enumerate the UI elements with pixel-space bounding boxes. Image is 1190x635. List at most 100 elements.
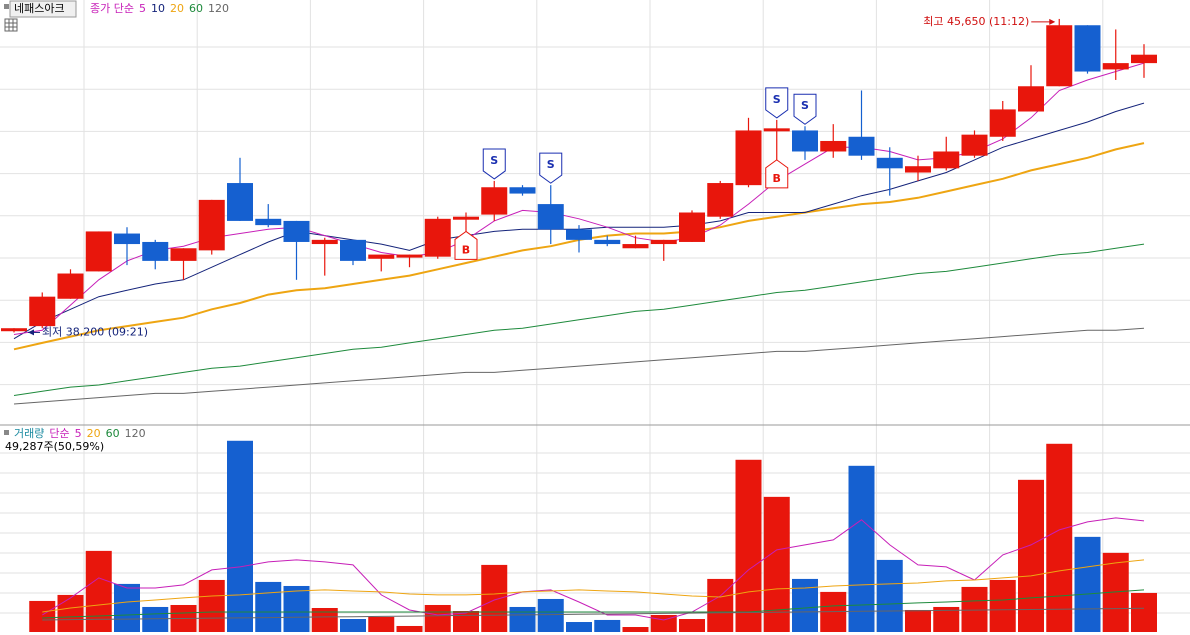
volume-bar bbox=[396, 625, 423, 632]
volume-title: 거래량 bbox=[14, 427, 44, 440]
candle-body bbox=[142, 241, 169, 261]
volume-ma-line bbox=[42, 607, 1145, 621]
volume-bar bbox=[255, 581, 282, 632]
legend-entry: 120 bbox=[125, 427, 146, 440]
annotation: 최고 45,650 (11:12) bbox=[923, 15, 1029, 28]
candle-body bbox=[311, 239, 338, 245]
candle-body bbox=[170, 248, 197, 261]
candle-body bbox=[453, 216, 479, 220]
volume-bar bbox=[707, 578, 734, 632]
buy-signal-label: B bbox=[773, 172, 781, 185]
sell-signal bbox=[765, 87, 789, 119]
candle-body bbox=[198, 199, 225, 251]
volume-bar bbox=[961, 586, 988, 632]
candle-body bbox=[961, 134, 988, 156]
candle-body bbox=[1018, 86, 1044, 112]
candle-body bbox=[1102, 63, 1129, 70]
legend-entry: 20 bbox=[170, 2, 184, 15]
candle-body bbox=[1, 328, 27, 332]
candle-body bbox=[763, 128, 790, 132]
candle-body bbox=[933, 151, 960, 169]
sell-signal-label: S bbox=[547, 158, 555, 171]
candle-body bbox=[227, 183, 253, 221]
candle-body bbox=[29, 296, 56, 327]
sell-signal bbox=[539, 152, 563, 184]
table-icon bbox=[4, 18, 18, 32]
volume-bar bbox=[424, 604, 451, 632]
candle-body bbox=[509, 187, 536, 194]
candle-body bbox=[1046, 25, 1073, 87]
volume-bar bbox=[735, 459, 762, 632]
sell-signal-label: S bbox=[773, 93, 781, 106]
volume-bar bbox=[1018, 479, 1044, 632]
volume-bar bbox=[453, 611, 479, 632]
candle-body bbox=[85, 231, 112, 272]
candle-body bbox=[876, 157, 903, 169]
annotation-arrowhead bbox=[28, 329, 34, 336]
candle-body bbox=[848, 136, 875, 156]
candle-body bbox=[340, 239, 366, 261]
volume-bar bbox=[227, 440, 253, 632]
volume-bar bbox=[481, 564, 508, 632]
candle-body bbox=[650, 239, 677, 245]
volume-bar bbox=[85, 550, 112, 632]
volume-bar bbox=[566, 622, 592, 632]
candle-body bbox=[368, 254, 395, 259]
volume-bar bbox=[1131, 592, 1157, 632]
volume-bar bbox=[876, 559, 903, 632]
volume-bar bbox=[1046, 443, 1073, 632]
candle-body bbox=[622, 244, 649, 249]
volume-ma-line bbox=[42, 589, 1145, 619]
candle-body bbox=[707, 183, 734, 217]
ma-line bbox=[13, 243, 1145, 396]
candle-body bbox=[989, 109, 1016, 137]
sell-signal-label: S bbox=[490, 154, 498, 167]
chart-title: 네패스아크 bbox=[14, 2, 65, 15]
volume-bar bbox=[989, 579, 1016, 632]
volume-bar bbox=[594, 619, 621, 632]
volume-bar bbox=[537, 598, 564, 632]
volume-bar bbox=[57, 594, 84, 632]
annotation-arrowhead bbox=[1049, 18, 1056, 25]
legend-icon bbox=[4, 4, 9, 9]
volume-bar bbox=[1074, 536, 1101, 632]
volume-ma-line bbox=[42, 559, 1145, 613]
ma-line bbox=[13, 62, 1145, 335]
candle-body bbox=[679, 212, 705, 242]
legend-entry: 5 bbox=[139, 2, 146, 15]
volume-bar bbox=[622, 627, 649, 632]
legend-label: 종가 단순 bbox=[90, 2, 134, 15]
candle-body bbox=[57, 273, 84, 299]
volume-bar bbox=[905, 609, 931, 632]
legend-entry: 5 bbox=[75, 427, 82, 440]
sell-signal bbox=[793, 93, 817, 125]
volume-bar bbox=[368, 616, 395, 632]
candle-body bbox=[481, 187, 508, 215]
candle-body bbox=[566, 229, 592, 240]
legend-label: 단순 bbox=[49, 427, 69, 440]
candle-body bbox=[905, 166, 931, 173]
candle-body bbox=[792, 130, 818, 152]
title-box bbox=[9, 0, 77, 18]
annotation: 최저 38,200 (09:21) bbox=[42, 325, 148, 338]
volume-bar bbox=[848, 465, 875, 632]
candle-body bbox=[537, 204, 564, 230]
volume-bar bbox=[509, 606, 536, 632]
ma-line bbox=[13, 327, 1145, 405]
candle-body bbox=[735, 130, 762, 186]
candle-body bbox=[594, 239, 621, 245]
candle-body bbox=[255, 218, 282, 226]
sell-signal bbox=[482, 148, 506, 180]
candle-body bbox=[283, 220, 310, 242]
legend-entry: 120 bbox=[208, 2, 229, 15]
legend-entry: 10 bbox=[151, 2, 165, 15]
volume-bar bbox=[283, 585, 310, 632]
volume-bar bbox=[114, 583, 140, 632]
candle-body bbox=[1131, 54, 1157, 64]
buy-signal bbox=[765, 159, 789, 189]
legend-icon bbox=[4, 430, 9, 435]
volume-bar bbox=[679, 619, 705, 632]
candle-body bbox=[114, 233, 140, 245]
